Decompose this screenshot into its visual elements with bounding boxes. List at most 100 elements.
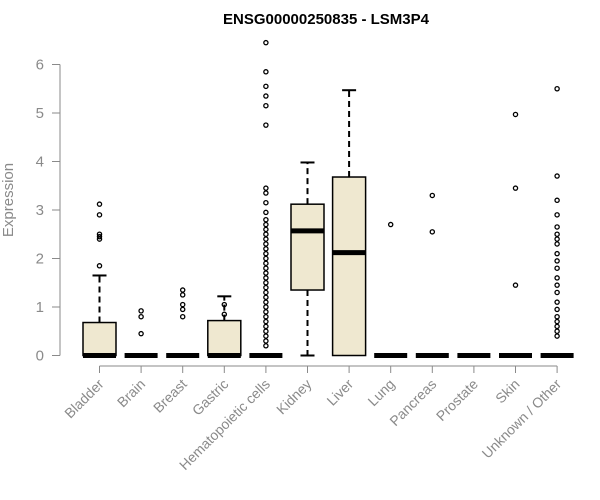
outlier-point — [263, 313, 269, 320]
x-tick-label: Liver — [323, 376, 356, 409]
outlier-point — [554, 236, 560, 242]
outlier-point — [263, 270, 269, 276]
boxes — [82, 39, 574, 358]
outlier-point — [263, 338, 269, 344]
outlier-point — [263, 69, 269, 75]
outlier-point — [263, 83, 269, 90]
box-hematopoietic-cells — [249, 39, 283, 358]
outlier-point — [263, 93, 269, 99]
outlier-point — [554, 212, 560, 218]
y-tick-label: 3 — [36, 202, 44, 219]
outlier-point — [263, 246, 269, 252]
outlier-point — [554, 197, 560, 204]
y-tick-label: 2 — [36, 251, 44, 268]
outlier-point — [263, 241, 269, 247]
outlier-point — [221, 311, 228, 318]
outlier-point — [263, 231, 269, 237]
outlier-point — [429, 229, 436, 235]
x-tick-label: Kidney — [273, 376, 315, 418]
outlier-point — [512, 282, 519, 288]
y-tick-label: 1 — [36, 299, 44, 316]
x-tick-label: Breast — [150, 376, 190, 416]
box-breast — [166, 287, 200, 358]
x-tick-label: Bladder — [61, 376, 107, 422]
box-pancreas — [415, 192, 449, 358]
outlier-point — [429, 192, 436, 199]
outlier-point — [554, 86, 560, 92]
outlier-point — [554, 282, 560, 288]
y-axis-label: Expression — [0, 163, 17, 237]
outlier-point — [263, 265, 269, 271]
box-skin — [499, 111, 532, 358]
outlier-point — [263, 343, 269, 349]
outlier-point — [554, 313, 560, 320]
box-kidney — [290, 161, 325, 357]
outlier-point — [554, 328, 560, 334]
x-tick-label: Skin — [492, 376, 523, 407]
outlier-point — [263, 216, 269, 223]
outlier-point — [554, 289, 560, 296]
outlier-point — [263, 304, 269, 310]
box-bladder — [82, 201, 117, 358]
y-tick-label: 0 — [36, 348, 44, 365]
outlier-point — [138, 330, 144, 337]
outlier-point — [554, 250, 560, 257]
x-tick-label: Brain — [114, 376, 148, 410]
box-body — [207, 319, 242, 357]
outlier-point — [263, 122, 269, 128]
x-tick-label: Prostate — [433, 376, 481, 424]
outlier-point — [263, 199, 269, 206]
outlier-point — [554, 241, 560, 247]
outlier-point — [96, 201, 103, 207]
outlier-point — [263, 309, 269, 315]
outlier-point — [263, 39, 269, 46]
outlier-point — [263, 328, 269, 334]
x-tick-label: Lung — [364, 376, 397, 409]
outlier-point — [179, 306, 186, 313]
outlier-point — [554, 224, 560, 230]
y-tick-label: 6 — [36, 57, 44, 74]
outlier-point — [138, 313, 144, 320]
outlier-point — [554, 173, 560, 179]
outlier-point — [554, 258, 560, 264]
outlier-point — [96, 212, 103, 218]
outlier-point — [263, 275, 269, 281]
outlier-point — [179, 301, 186, 308]
outlier-point — [512, 185, 519, 191]
outlier-point — [554, 323, 560, 330]
outlier-point — [96, 233, 103, 240]
outlier-point — [554, 333, 560, 339]
outlier-point — [263, 226, 269, 233]
outlier-point — [263, 318, 269, 325]
outlier-point — [263, 323, 269, 330]
box-lung — [374, 221, 408, 358]
y-tick-label: 5 — [36, 105, 44, 122]
outlier-point — [263, 289, 269, 296]
outlier-point — [263, 279, 269, 286]
outlier-point — [263, 333, 269, 339]
y-axis: 0 1 2 3 4 5 6 — [36, 57, 61, 365]
outlier-point — [96, 231, 103, 237]
y-tick-label: 4 — [36, 154, 44, 171]
outlier-point — [179, 287, 186, 293]
outlier-point — [96, 263, 103, 269]
outlier-point — [263, 250, 269, 257]
outlier-point — [263, 255, 269, 262]
outlier-point — [263, 102, 269, 109]
outlier-point — [554, 306, 560, 313]
outlier-point — [263, 209, 269, 216]
outlier-point — [263, 185, 269, 191]
outlier-point — [221, 301, 228, 308]
outlier-point — [263, 299, 269, 305]
box-body — [290, 203, 325, 291]
outlier-point — [263, 294, 269, 301]
outlier-point — [263, 221, 269, 228]
outlier-point — [512, 111, 519, 118]
box-gastric — [207, 295, 242, 358]
outlier-point — [554, 318, 560, 325]
outlier-point — [554, 299, 560, 305]
outlier-point — [179, 313, 186, 320]
outlier-point — [96, 236, 103, 242]
